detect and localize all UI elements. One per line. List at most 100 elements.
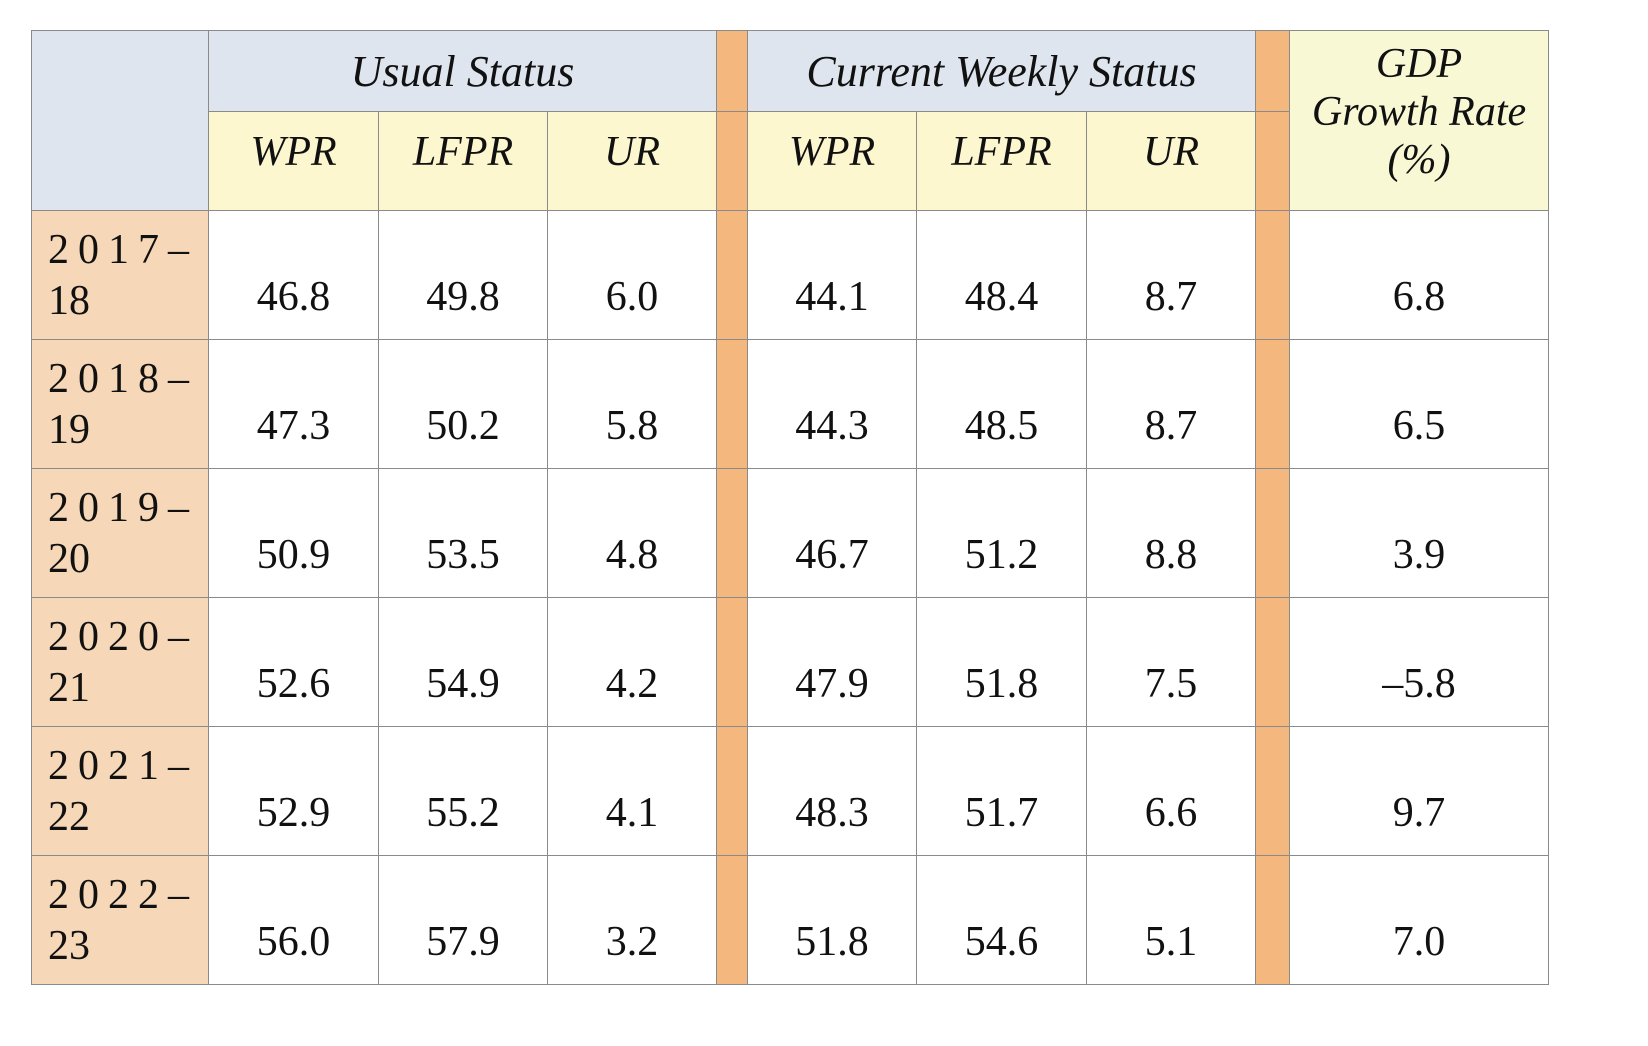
usual-lfpr-value: 53.5 bbox=[426, 532, 500, 578]
cws-ur-value: 7.5 bbox=[1144, 661, 1198, 707]
gdp-growth-value: 6.5 bbox=[1392, 403, 1446, 449]
cws-lfpr-value: 54.6 bbox=[964, 919, 1039, 965]
employment-gdp-table: Usual Status Current Weekly Status GDP G… bbox=[31, 30, 1549, 985]
table-row: 2021– 22 52.9 55.2 4.1 48.3 51.7 6.6 9.7 bbox=[31, 726, 1549, 856]
cws-lfpr-value: 51.2 bbox=[964, 532, 1039, 578]
cws-lfpr-cell: 51.8 bbox=[916, 597, 1087, 727]
usual-lfpr-value: 57.9 bbox=[426, 919, 500, 965]
column-separator bbox=[1255, 597, 1290, 727]
year-start-label: 2018– bbox=[48, 356, 198, 402]
usual-lfpr-value: 50.2 bbox=[426, 403, 500, 449]
cws-ur-value: 6.6 bbox=[1144, 790, 1198, 836]
usual-ur-value: 4.1 bbox=[605, 790, 659, 836]
usual-wpr-cell: 56.0 bbox=[208, 855, 379, 985]
gdp-growth-cell: 6.5 bbox=[1289, 339, 1549, 469]
gdp-growth-cell: 3.9 bbox=[1289, 468, 1549, 598]
usual-wpr-header: WPR bbox=[208, 111, 379, 211]
year-start-label: 2017– bbox=[48, 227, 198, 273]
usual-lfpr-cell: 50.2 bbox=[378, 339, 548, 469]
table-row: 2020– 21 52.6 54.9 4.2 47.9 51.8 7.5 –5.8 bbox=[31, 597, 1549, 727]
cws-lfpr-cell: 54.6 bbox=[916, 855, 1087, 985]
usual-ur-cell: 4.2 bbox=[547, 597, 717, 727]
cws-lfpr-header: LFPR bbox=[916, 111, 1087, 211]
usual-wpr-cell: 46.8 bbox=[208, 210, 379, 340]
usual-lfpr-cell: 53.5 bbox=[378, 468, 548, 598]
year-cell: 2021– 22 bbox=[31, 726, 209, 856]
cws-wpr-value: 46.7 bbox=[795, 532, 869, 578]
cws-wpr-value: 44.1 bbox=[795, 274, 869, 320]
cws-wpr-value: 51.8 bbox=[795, 919, 869, 965]
column-separator bbox=[716, 597, 748, 727]
cws-ur-value: 5.1 bbox=[1144, 919, 1198, 965]
cws-wpr-cell: 44.1 bbox=[747, 210, 917, 340]
cws-wpr-cell: 47.9 bbox=[747, 597, 917, 727]
cws-lfpr-cell: 48.4 bbox=[916, 210, 1087, 340]
usual-ur-value: 6.0 bbox=[605, 274, 659, 320]
cws-wpr-cell: 46.7 bbox=[747, 468, 917, 598]
cws-wpr-header: WPR bbox=[747, 111, 917, 211]
usual-ur-value: 4.2 bbox=[605, 661, 659, 707]
usual-ur-cell: 6.0 bbox=[547, 210, 717, 340]
gdp-header-line-3: (%) bbox=[1387, 136, 1451, 183]
usual-ur-value: 5.8 bbox=[605, 403, 659, 449]
usual-wpr-cell: 47.3 bbox=[208, 339, 379, 469]
usual-wpr-cell: 52.6 bbox=[208, 597, 379, 727]
usual-ur-cell: 3.2 bbox=[547, 855, 717, 985]
cws-ur-value: 8.7 bbox=[1144, 403, 1198, 449]
cws-ur-cell: 6.6 bbox=[1086, 726, 1256, 856]
year-end-label: 22 bbox=[48, 794, 90, 840]
year-cell: 2022– 23 bbox=[31, 855, 209, 985]
column-separator bbox=[1255, 30, 1290, 112]
year-end-label: 18 bbox=[48, 278, 90, 324]
cws-wpr-value: 44.3 bbox=[795, 403, 869, 449]
table-row: 2018– 19 47.3 50.2 5.8 44.3 48.5 8.7 6.5 bbox=[31, 339, 1549, 469]
usual-ur-value: 3.2 bbox=[605, 919, 659, 965]
year-start-label: 2020– bbox=[48, 614, 198, 660]
table-row: 2022– 23 56.0 57.9 3.2 51.8 54.6 5.1 7.0 bbox=[31, 855, 1549, 985]
cws-wpr-cell: 48.3 bbox=[747, 726, 917, 856]
year-cell: 2018– 19 bbox=[31, 339, 209, 469]
usual-lfpr-cell: 57.9 bbox=[378, 855, 548, 985]
cws-wpr-value: 47.9 bbox=[795, 661, 869, 707]
cws-lfpr-value: 48.4 bbox=[964, 274, 1039, 320]
usual-wpr-cell: 50.9 bbox=[208, 468, 379, 598]
gdp-growth-rate-header: GDP Growth Rate (%) bbox=[1289, 30, 1549, 211]
gdp-header-line-2: Growth Rate bbox=[1311, 88, 1527, 135]
cws-wpr-value: 48.3 bbox=[795, 790, 869, 836]
cws-wpr-cell: 44.3 bbox=[747, 339, 917, 469]
usual-wpr-value: 52.6 bbox=[256, 661, 331, 707]
corner-header-cell bbox=[31, 30, 209, 211]
usual-ur-value: 4.8 bbox=[605, 532, 659, 578]
column-separator bbox=[1255, 468, 1290, 598]
cws-ur-cell: 8.7 bbox=[1086, 339, 1256, 469]
cws-lfpr-cell: 51.7 bbox=[916, 726, 1087, 856]
column-separator bbox=[716, 339, 748, 469]
year-end-label: 21 bbox=[48, 665, 90, 711]
column-separator bbox=[1255, 210, 1290, 340]
usual-wpr-value: 56.0 bbox=[256, 919, 331, 965]
gdp-growth-cell: 7.0 bbox=[1289, 855, 1549, 985]
cws-ur-cell: 8.8 bbox=[1086, 468, 1256, 598]
table-row: 2019– 20 50.9 53.5 4.8 46.7 51.2 8.8 3.9 bbox=[31, 468, 1549, 598]
usual-lfpr-value: 54.9 bbox=[426, 661, 500, 707]
cws-ur-value: 8.8 bbox=[1144, 532, 1198, 578]
gdp-growth-value: 7.0 bbox=[1392, 919, 1446, 965]
usual-lfpr-cell: 55.2 bbox=[378, 726, 548, 856]
usual-lfpr-header: LFPR bbox=[378, 111, 548, 211]
cws-ur-value: 8.7 bbox=[1144, 274, 1198, 320]
usual-ur-header: UR bbox=[547, 111, 717, 211]
usual-lfpr-value: 49.8 bbox=[426, 274, 500, 320]
gdp-growth-cell: 9.7 bbox=[1289, 726, 1549, 856]
gdp-growth-value: 9.7 bbox=[1392, 790, 1446, 836]
column-separator bbox=[716, 468, 748, 598]
column-separator bbox=[716, 30, 748, 112]
column-separator bbox=[716, 210, 748, 340]
year-start-label: 2021– bbox=[48, 743, 198, 789]
cws-wpr-cell: 51.8 bbox=[747, 855, 917, 985]
gdp-growth-value: 3.9 bbox=[1392, 532, 1446, 578]
gdp-growth-value: 6.8 bbox=[1392, 274, 1446, 320]
year-start-label: 2022– bbox=[48, 872, 198, 918]
cws-ur-header: UR bbox=[1086, 111, 1256, 211]
cws-ur-cell: 8.7 bbox=[1086, 210, 1256, 340]
usual-ur-cell: 4.8 bbox=[547, 468, 717, 598]
